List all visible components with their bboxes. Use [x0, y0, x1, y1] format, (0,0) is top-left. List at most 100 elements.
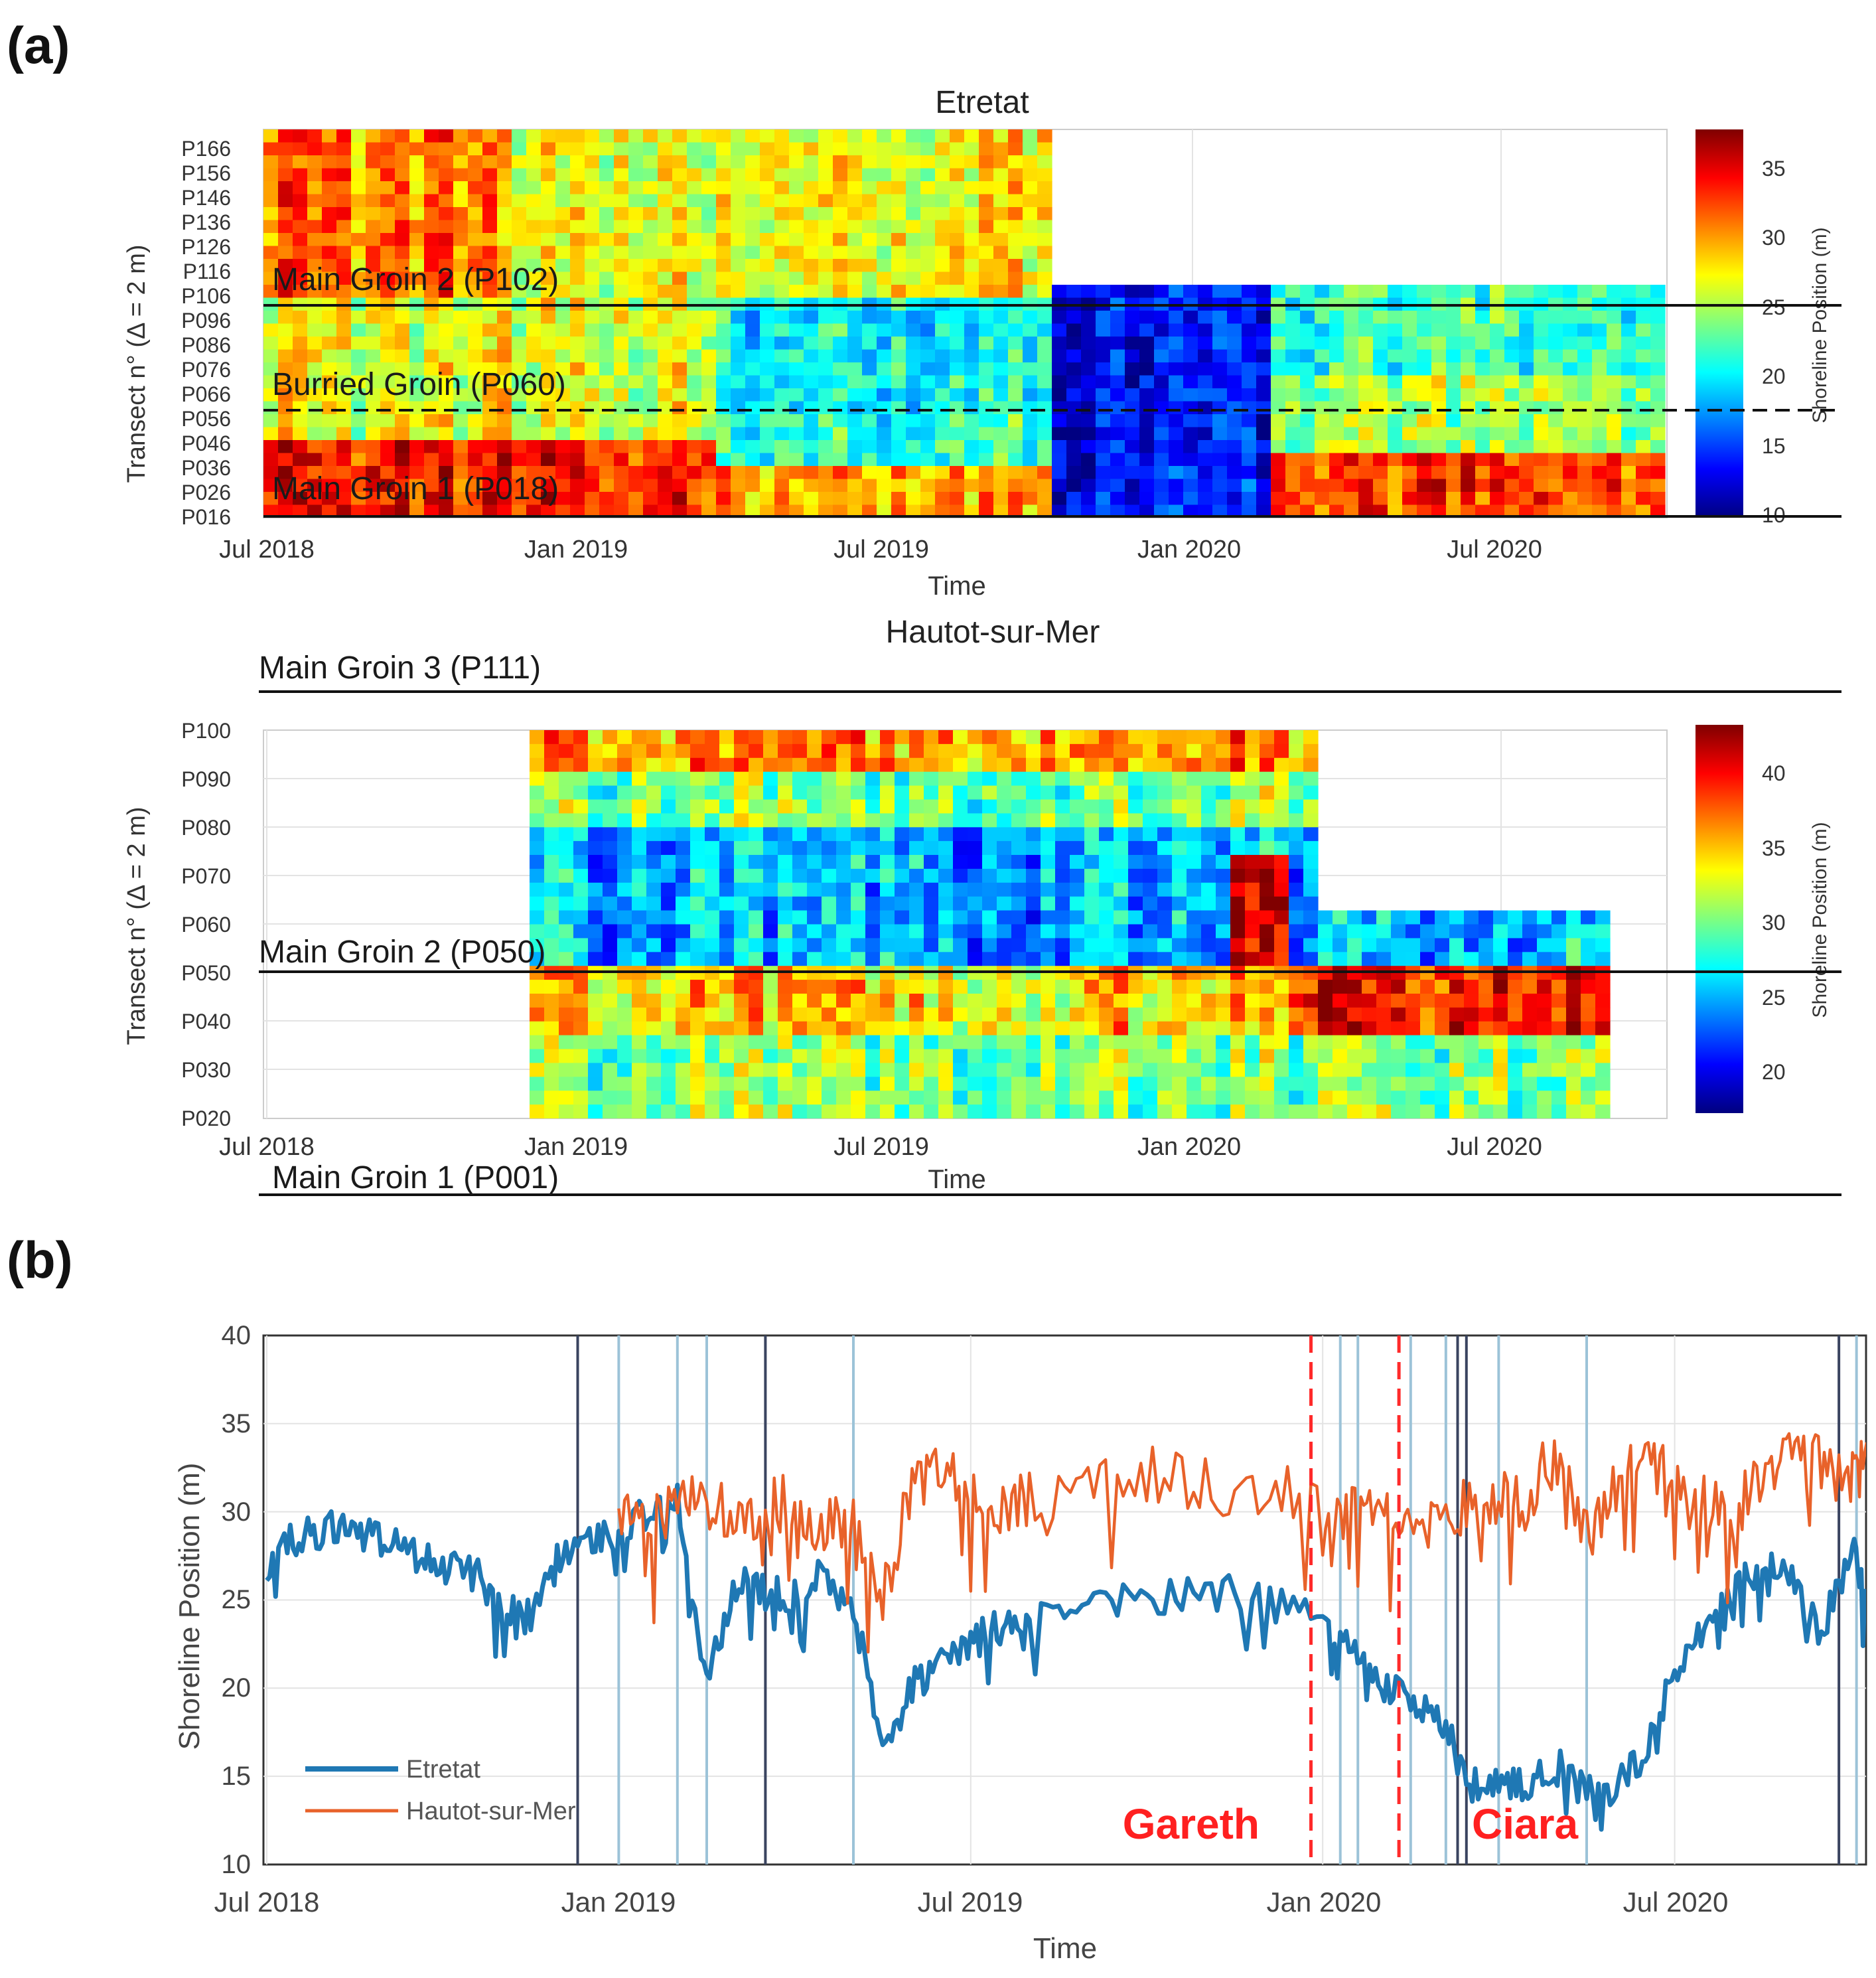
heatmap-cell: [1041, 813, 1056, 828]
heatmap-cell: [833, 375, 848, 389]
heatmap-cell: [847, 285, 863, 299]
heatmap-cell: [380, 466, 396, 480]
heatmap-cell: [1008, 453, 1023, 467]
heatmap-cell: [938, 1077, 954, 1091]
heatmap-cell: [628, 479, 644, 493]
heatmap-cell: [1504, 362, 1520, 376]
heatmap-cell: [439, 427, 454, 441]
heatmap-cell: [658, 181, 673, 195]
heatmap-cell: [1187, 813, 1202, 828]
heatmap-cell: [1172, 994, 1187, 1008]
heatmap-cell: [497, 207, 512, 221]
heatmap-cell: [322, 233, 337, 247]
heatmap-cell: [1271, 388, 1286, 402]
heatmap-cell: [1157, 938, 1173, 952]
heatmap-cell: [935, 362, 950, 376]
heatmap-cell: [555, 440, 571, 454]
heatmap-cell: [453, 427, 469, 441]
heatmap-cell: [687, 349, 702, 363]
heatmap-cell: [643, 181, 658, 195]
heatmap-cell: [1373, 492, 1388, 506]
heatmap-cell: [745, 492, 760, 506]
heatmap-cell: [1201, 910, 1216, 925]
heatmap-cell: [555, 142, 571, 156]
heatmap-cell: [1260, 785, 1275, 800]
heatmap-cell: [719, 910, 735, 925]
heatmap-cell: [687, 401, 702, 415]
heatmap-cell: [453, 181, 469, 195]
heatmap-cell: [778, 771, 793, 787]
heatmap-cell: [1198, 414, 1213, 428]
heatmap-cell: [792, 882, 808, 897]
heatmap-cell: [322, 181, 337, 195]
heatmap-cell: [497, 375, 512, 389]
heatmap-cell: [906, 349, 921, 363]
heatmap-cell: [920, 492, 936, 506]
heatmap-cell: [1157, 771, 1173, 787]
heatmap-cell: [968, 1091, 983, 1105]
heatmap-cell: [322, 220, 337, 234]
heatmap-cell: [734, 924, 749, 939]
heatmap-cell: [760, 453, 775, 467]
heatmap-cell: [993, 285, 1009, 299]
heatmap-cell: [322, 401, 337, 415]
heatmap-cell: [395, 181, 410, 195]
heatmap-cell: [906, 466, 921, 480]
heatmap-cell: [1391, 980, 1406, 994]
heatmap-cell: [1595, 952, 1611, 966]
heatmap-cell: [307, 375, 323, 389]
heatmap-cell: [749, 757, 764, 773]
heatmap-cell: [1490, 388, 1505, 402]
heatmap-cell: [891, 375, 906, 389]
heatmap-cell: [1216, 896, 1231, 911]
heatmap-cell: [617, 855, 632, 870]
heatmap-cell: [1212, 362, 1228, 376]
heatmap-cell: [544, 924, 559, 939]
heatmap-cell: [1201, 841, 1216, 856]
heatmap-cell: [1143, 827, 1158, 842]
heatmap-cell: [745, 466, 760, 480]
heatmap-cell: [979, 168, 994, 182]
heatmap-cell: [1435, 1104, 1450, 1118]
heatmap-cell: [731, 492, 746, 506]
heatmap-cell: [895, 938, 910, 952]
heatmap-cell: [774, 388, 790, 402]
heatmap-cell: [877, 194, 892, 208]
heatmap-cell: [278, 375, 293, 389]
heatmap-cell: [1420, 994, 1435, 1008]
heatmap-cell: [997, 785, 1012, 800]
heatmap-cell: [1023, 388, 1038, 402]
heatmap-cell: [1431, 285, 1447, 299]
heatmap-cell: [818, 129, 833, 143]
heatmap-cell: [804, 129, 819, 143]
heatmap-cell: [278, 233, 293, 247]
heatmap-cell: [935, 285, 950, 299]
heatmap-cell: [1388, 479, 1403, 493]
heatmap-cell: [1081, 479, 1096, 493]
heatmap-cell: [1256, 492, 1271, 506]
heatmap-cell: [701, 207, 717, 221]
heatmap-cell: [895, 799, 910, 814]
heatmap-cell: [1230, 980, 1246, 994]
heatmap-cell: [895, 1035, 910, 1050]
heatmap-cell: [1242, 362, 1257, 376]
heatmap-cell: [880, 868, 895, 883]
heatmap-cell: [1011, 1035, 1027, 1050]
heatmap-cell: [628, 414, 644, 428]
heatmap-cell: [1435, 938, 1450, 952]
heatmap-cell: [497, 427, 512, 441]
heatmap-cell: [789, 311, 804, 325]
heatmap-cell: [585, 285, 600, 299]
heatmap-cell: [453, 129, 469, 143]
heatmap-cell: [982, 1091, 997, 1105]
heatmap-cell: [1358, 388, 1374, 402]
heatmap-cell: [833, 388, 848, 402]
heatmap-cell: [1128, 868, 1143, 883]
heatmap-cell: [409, 142, 425, 156]
heatmap-cell: [643, 440, 658, 454]
heatmap-cell: [599, 246, 614, 260]
hautot-x-axis-label: Time: [928, 1165, 985, 1194]
heatmap-cell: [1402, 504, 1417, 518]
heatmap-cell: [1577, 492, 1593, 506]
heatmap-cell: [1402, 453, 1417, 467]
